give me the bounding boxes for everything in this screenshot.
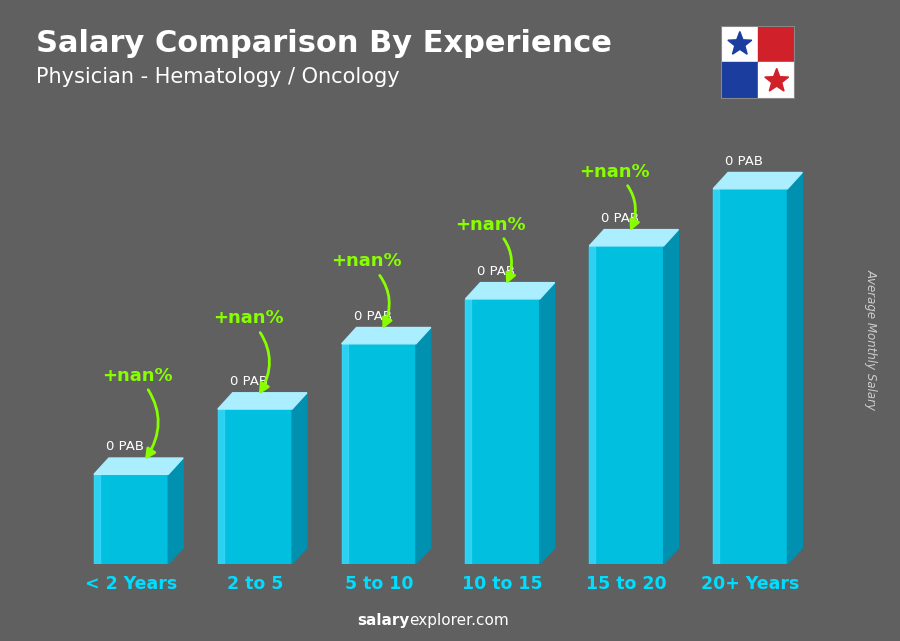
Polygon shape	[168, 458, 183, 564]
Text: +nan%: +nan%	[331, 253, 401, 326]
Bar	[713, 189, 719, 564]
Bar	[342, 344, 416, 564]
Polygon shape	[218, 393, 307, 409]
Bar	[590, 246, 663, 564]
Text: 0 PAB: 0 PAB	[601, 212, 639, 225]
Text: +nan%: +nan%	[579, 163, 650, 228]
Text: salary: salary	[357, 613, 410, 628]
Polygon shape	[540, 283, 554, 564]
Text: +nan%: +nan%	[454, 215, 526, 281]
Text: 0 PAB: 0 PAB	[230, 375, 268, 388]
Polygon shape	[416, 328, 431, 564]
Polygon shape	[590, 229, 679, 246]
Polygon shape	[292, 393, 307, 564]
Bar	[465, 299, 472, 564]
Bar	[722, 26, 758, 62]
Text: 0 PAB: 0 PAB	[477, 265, 516, 278]
Bar	[94, 474, 168, 564]
Bar	[465, 299, 540, 564]
Bar	[722, 62, 758, 99]
Bar	[342, 344, 347, 564]
Polygon shape	[663, 229, 679, 564]
Bar	[218, 409, 224, 564]
Polygon shape	[342, 328, 431, 344]
Polygon shape	[465, 283, 554, 299]
Polygon shape	[94, 458, 183, 474]
Bar	[758, 26, 795, 62]
Text: 0 PAB: 0 PAB	[354, 310, 392, 322]
Text: +nan%: +nan%	[213, 310, 284, 392]
Text: +nan%: +nan%	[102, 367, 173, 457]
Bar	[94, 474, 100, 564]
Bar	[218, 409, 292, 564]
Text: Average Monthly Salary: Average Monthly Salary	[865, 269, 878, 410]
Bar	[758, 62, 795, 99]
Text: explorer.com: explorer.com	[410, 613, 509, 628]
Polygon shape	[788, 172, 802, 564]
Polygon shape	[728, 31, 752, 54]
Bar	[590, 246, 595, 564]
Polygon shape	[765, 69, 788, 91]
Polygon shape	[713, 172, 802, 189]
Text: Salary Comparison By Experience: Salary Comparison By Experience	[36, 29, 612, 58]
Text: 0 PAB: 0 PAB	[106, 440, 144, 453]
Text: 0 PAB: 0 PAB	[725, 154, 763, 167]
Bar	[713, 189, 788, 564]
Text: Physician - Hematology / Oncology: Physician - Hematology / Oncology	[36, 67, 400, 87]
